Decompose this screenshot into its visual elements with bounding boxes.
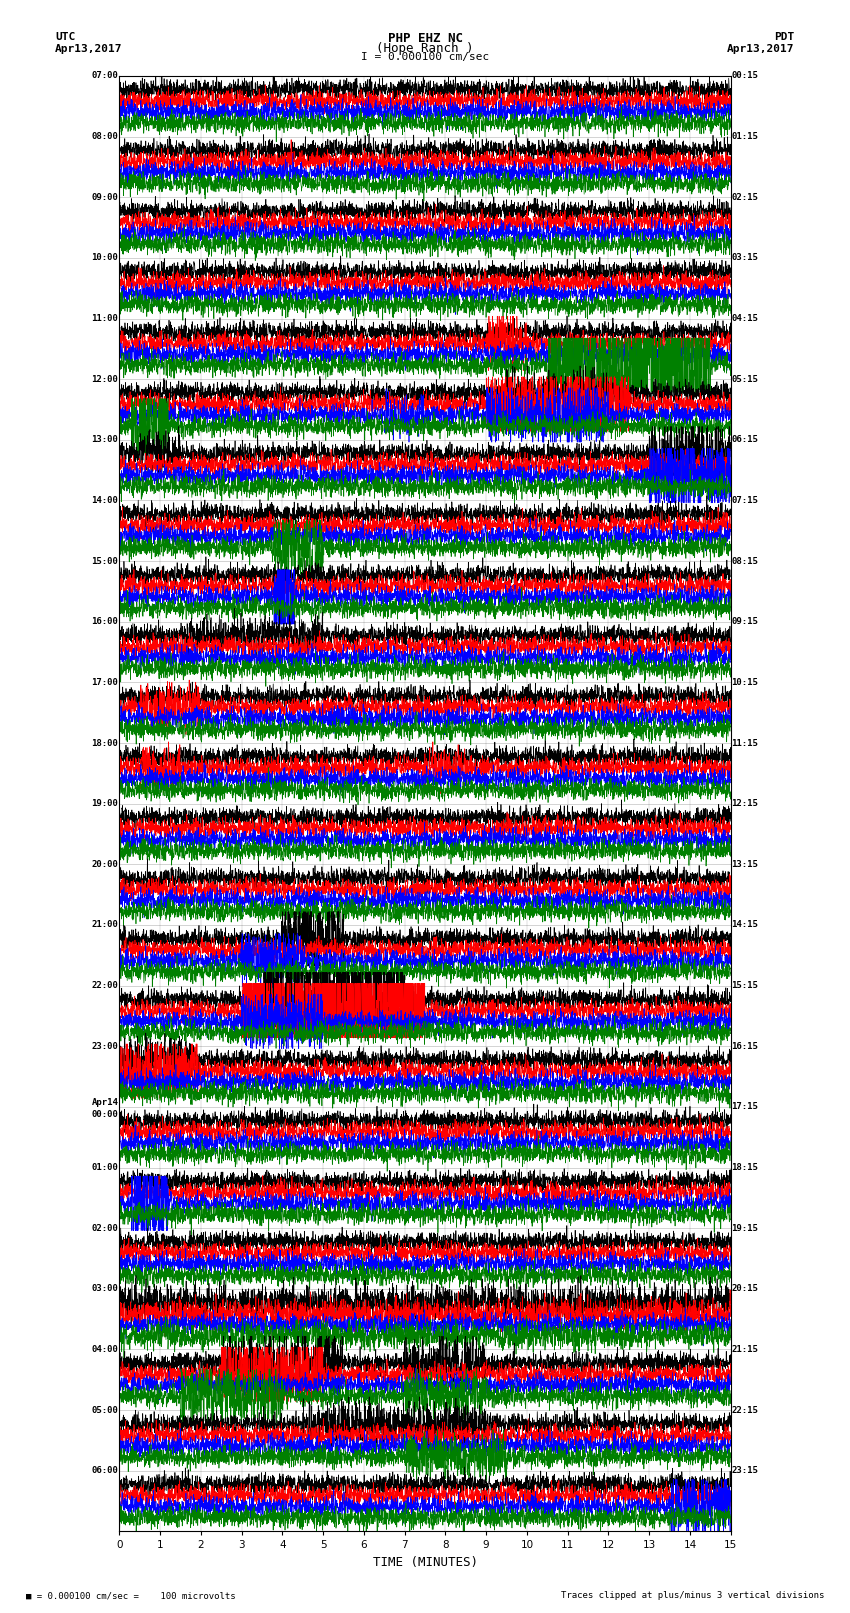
- Text: 17:15: 17:15: [732, 1102, 758, 1111]
- Text: 09:00: 09:00: [92, 192, 118, 202]
- Text: 22:00: 22:00: [92, 981, 118, 990]
- Text: 02:00: 02:00: [92, 1224, 118, 1232]
- Text: 11:15: 11:15: [732, 739, 758, 747]
- Text: 12:00: 12:00: [92, 374, 118, 384]
- Text: 03:00: 03:00: [92, 1284, 118, 1294]
- Text: 09:15: 09:15: [732, 618, 758, 626]
- Text: Apr14: Apr14: [92, 1098, 118, 1107]
- Text: 07:00: 07:00: [92, 71, 118, 81]
- Text: 06:15: 06:15: [732, 436, 758, 444]
- Text: PHP EHZ NC: PHP EHZ NC: [388, 32, 462, 45]
- Text: 14:15: 14:15: [732, 921, 758, 929]
- Text: 21:15: 21:15: [732, 1345, 758, 1353]
- Text: 20:15: 20:15: [732, 1284, 758, 1294]
- Text: 02:15: 02:15: [732, 192, 758, 202]
- Text: 16:00: 16:00: [92, 618, 118, 626]
- Text: 18:15: 18:15: [732, 1163, 758, 1173]
- Text: 22:15: 22:15: [732, 1405, 758, 1415]
- Text: I = 0.000100 cm/sec: I = 0.000100 cm/sec: [361, 52, 489, 61]
- Text: 13:15: 13:15: [732, 860, 758, 869]
- Text: 12:15: 12:15: [732, 798, 758, 808]
- Text: 23:15: 23:15: [732, 1466, 758, 1476]
- Text: 00:00: 00:00: [92, 1110, 118, 1119]
- Text: 08:15: 08:15: [732, 556, 758, 566]
- Text: 00:15: 00:15: [732, 71, 758, 81]
- Text: UTC: UTC: [55, 32, 76, 42]
- Text: 16:15: 16:15: [732, 1042, 758, 1050]
- Text: 03:15: 03:15: [732, 253, 758, 263]
- Text: 21:00: 21:00: [92, 921, 118, 929]
- Text: PDT: PDT: [774, 32, 795, 42]
- Text: 17:00: 17:00: [92, 677, 118, 687]
- Text: 01:15: 01:15: [732, 132, 758, 140]
- Text: ■ = 0.000100 cm/sec =    100 microvolts: ■ = 0.000100 cm/sec = 100 microvolts: [26, 1590, 235, 1600]
- Text: 05:15: 05:15: [732, 374, 758, 384]
- Text: 07:15: 07:15: [732, 495, 758, 505]
- Text: 01:00: 01:00: [92, 1163, 118, 1173]
- Text: 10:00: 10:00: [92, 253, 118, 263]
- Text: 14:00: 14:00: [92, 495, 118, 505]
- Text: Apr13,2017: Apr13,2017: [728, 44, 795, 53]
- Text: 05:00: 05:00: [92, 1405, 118, 1415]
- Text: 13:00: 13:00: [92, 436, 118, 444]
- Text: 20:00: 20:00: [92, 860, 118, 869]
- Text: Apr13,2017: Apr13,2017: [55, 44, 122, 53]
- Text: 06:00: 06:00: [92, 1466, 118, 1476]
- Text: 15:15: 15:15: [732, 981, 758, 990]
- Text: 18:00: 18:00: [92, 739, 118, 747]
- Text: Traces clipped at plus/minus 3 vertical divisions: Traces clipped at plus/minus 3 vertical …: [561, 1590, 824, 1600]
- Text: (Hope Ranch ): (Hope Ranch ): [377, 42, 473, 55]
- Text: 04:00: 04:00: [92, 1345, 118, 1353]
- Text: 15:00: 15:00: [92, 556, 118, 566]
- Text: 11:00: 11:00: [92, 315, 118, 323]
- Text: 23:00: 23:00: [92, 1042, 118, 1050]
- X-axis label: TIME (MINUTES): TIME (MINUTES): [372, 1557, 478, 1569]
- Text: 04:15: 04:15: [732, 315, 758, 323]
- Text: 08:00: 08:00: [92, 132, 118, 140]
- Text: 10:15: 10:15: [732, 677, 758, 687]
- Text: 19:15: 19:15: [732, 1224, 758, 1232]
- Text: 19:00: 19:00: [92, 798, 118, 808]
